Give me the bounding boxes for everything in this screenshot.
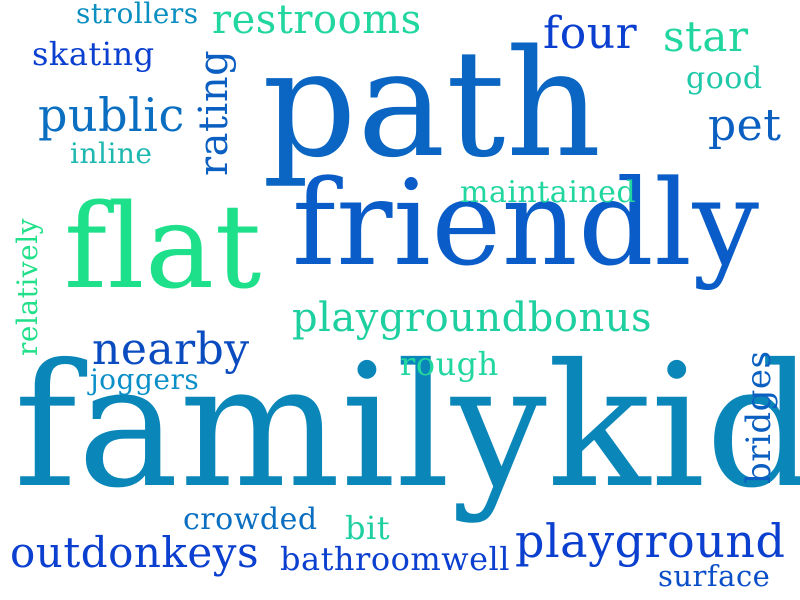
word-bridges: bridges	[739, 350, 779, 485]
word-restrooms: restrooms	[212, 0, 422, 43]
word-joggers: joggers	[90, 363, 200, 396]
word-playgroundbonus: playgroundbonus	[292, 295, 653, 341]
word-outdonkeys: outdonkeys	[10, 528, 260, 577]
word-bit: bit	[345, 509, 391, 547]
word-playground: playground	[515, 514, 786, 568]
word-rough: rough	[400, 345, 499, 383]
word-strollers: strollers	[76, 0, 199, 30]
word-public: public	[38, 88, 185, 142]
word-rating: rating	[191, 49, 237, 176]
word-four: four	[543, 8, 638, 59]
word-friendly: friendly	[292, 154, 760, 292]
word-relatively: relatively	[11, 218, 44, 356]
word-pet: pet	[708, 100, 782, 151]
word-maintained: maintained	[460, 175, 637, 210]
word-flat: flat	[64, 180, 262, 315]
word-skating: skating	[32, 35, 155, 73]
word-familykid: familykid	[14, 328, 800, 526]
word-surface: surface	[658, 559, 771, 593]
word-good: good	[686, 61, 763, 96]
word-crowded: crowded	[183, 502, 318, 537]
word-nearby: nearby	[92, 324, 250, 375]
word-inline: inline	[70, 137, 153, 170]
word-path: path	[262, 18, 602, 190]
word-star: star	[663, 12, 749, 61]
word-bathroomwell: bathroomwell	[280, 540, 510, 578]
